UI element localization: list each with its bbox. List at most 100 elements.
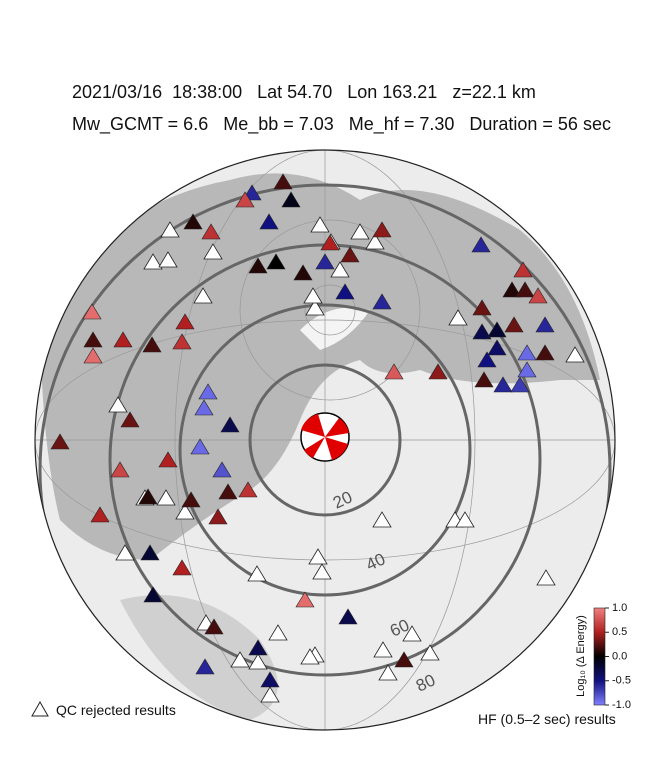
- station: [493, 376, 513, 393]
- qc-rejected-station: [373, 641, 393, 658]
- qc-rejected-station: [312, 563, 332, 580]
- station: [259, 213, 279, 230]
- qc-rejected-station: [350, 223, 370, 240]
- station: [487, 339, 507, 356]
- qc-rejected-station: [402, 625, 422, 642]
- station: [140, 544, 160, 561]
- station: [515, 281, 535, 298]
- station: [472, 323, 492, 340]
- station: [235, 191, 255, 208]
- station: [181, 491, 201, 508]
- station: [472, 299, 492, 316]
- qc-rejected-station: [303, 287, 323, 304]
- station: [175, 313, 195, 330]
- station: [82, 303, 102, 320]
- station: [528, 287, 548, 304]
- station: [394, 651, 414, 668]
- station: [315, 253, 335, 270]
- station: [183, 213, 203, 230]
- station: [113, 331, 133, 348]
- qc-rejected-station: [308, 548, 328, 565]
- station: [90, 506, 110, 523]
- qc-rejected-station: [536, 569, 556, 586]
- station: [293, 264, 313, 281]
- qc-rejected-station: [230, 651, 250, 668]
- qc-rejected-station: [203, 243, 223, 260]
- station: [194, 399, 214, 416]
- qc-rejected-station: [158, 251, 178, 268]
- legend-qc: QC rejected results: [56, 702, 176, 718]
- station: [83, 347, 103, 364]
- station: [513, 261, 533, 278]
- qc-rejected-station: [160, 221, 180, 238]
- station: [517, 361, 537, 378]
- station: [50, 433, 70, 450]
- station: [195, 658, 215, 675]
- station: [143, 586, 163, 603]
- station: [220, 416, 240, 433]
- station: [158, 451, 178, 468]
- station: [248, 257, 268, 274]
- colorbar: [593, 607, 606, 706]
- distance-rings: [38, 183, 612, 730]
- colorbar-tick-label: 1.0: [612, 602, 627, 614]
- qc-rejected-station: [372, 511, 392, 528]
- station: [504, 316, 524, 333]
- qc-rejected-station: [268, 624, 288, 641]
- station: [142, 336, 162, 353]
- station: [208, 508, 228, 525]
- header-line: 2021/03/16 18:38:00 Lat 54.70 Lon 163.21…: [72, 82, 536, 102]
- colorbar-label: Log₁₀ (Δ Energy): [575, 615, 587, 697]
- station: [281, 191, 301, 208]
- station: [218, 483, 238, 500]
- station: [198, 383, 218, 400]
- station: [266, 253, 286, 270]
- qc-rejected-station: [420, 644, 440, 661]
- station: [335, 283, 355, 300]
- station: [201, 223, 221, 240]
- qc-rejected-station: [115, 544, 135, 561]
- station: [477, 351, 497, 368]
- station: [384, 363, 404, 380]
- station: [110, 461, 130, 478]
- colorbar-tick-label: 0.5: [612, 626, 627, 638]
- station: [535, 344, 555, 361]
- station: [338, 608, 358, 625]
- station: [260, 671, 280, 688]
- legend-hf: HF (0.5–2 sec) results: [478, 711, 616, 727]
- station: [273, 173, 293, 190]
- qc-rejected-station: [300, 648, 320, 665]
- qc-rejected-station: [310, 216, 330, 233]
- station: [212, 461, 232, 478]
- qc-rejected-station: [378, 664, 398, 681]
- station: [248, 639, 268, 656]
- qc-rejected-station: [193, 287, 213, 304]
- qc-rejected-station: [455, 511, 475, 528]
- qc-rejected-station: [143, 253, 163, 270]
- station: [120, 411, 140, 428]
- station: [372, 293, 392, 310]
- header-line: Mw_GCMT = 6.6 Me_bb = 7.03 Me_hf = 7.30 …: [72, 114, 611, 135]
- station: [172, 333, 192, 350]
- station: [83, 331, 103, 348]
- qc-rejected-station: [305, 299, 325, 316]
- qc-rejected-station: [330, 261, 350, 278]
- station: [535, 316, 555, 333]
- station: [320, 234, 340, 251]
- station: [487, 321, 507, 338]
- qc-rejected-station: [175, 503, 195, 520]
- station: [510, 376, 530, 393]
- station: [204, 618, 224, 635]
- qc-rejected-station: [248, 653, 268, 670]
- station: [340, 246, 360, 263]
- station: [502, 281, 522, 298]
- qc-rejected-station: [108, 396, 128, 413]
- legend-icon: [31, 700, 49, 717]
- station: [238, 481, 258, 498]
- beachball: [300, 412, 350, 462]
- colorbar-tick-label: -1.0: [612, 699, 631, 711]
- qc-rejected-station: [448, 309, 468, 326]
- station: [190, 438, 210, 455]
- station: [471, 236, 491, 253]
